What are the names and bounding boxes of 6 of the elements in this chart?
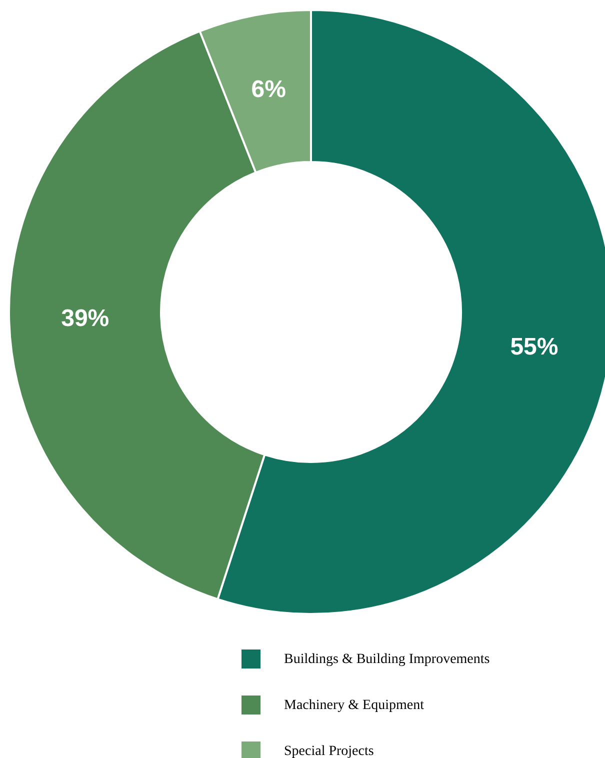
legend-label: Machinery & Equipment: [284, 698, 424, 713]
data-label: 6%: [251, 76, 286, 104]
data-label: 55%: [510, 333, 558, 360]
legend-label: Special Projects: [284, 744, 374, 758]
legend-label: Buildings & Building Improvements: [284, 652, 490, 667]
data-label: 39%: [61, 305, 110, 332]
